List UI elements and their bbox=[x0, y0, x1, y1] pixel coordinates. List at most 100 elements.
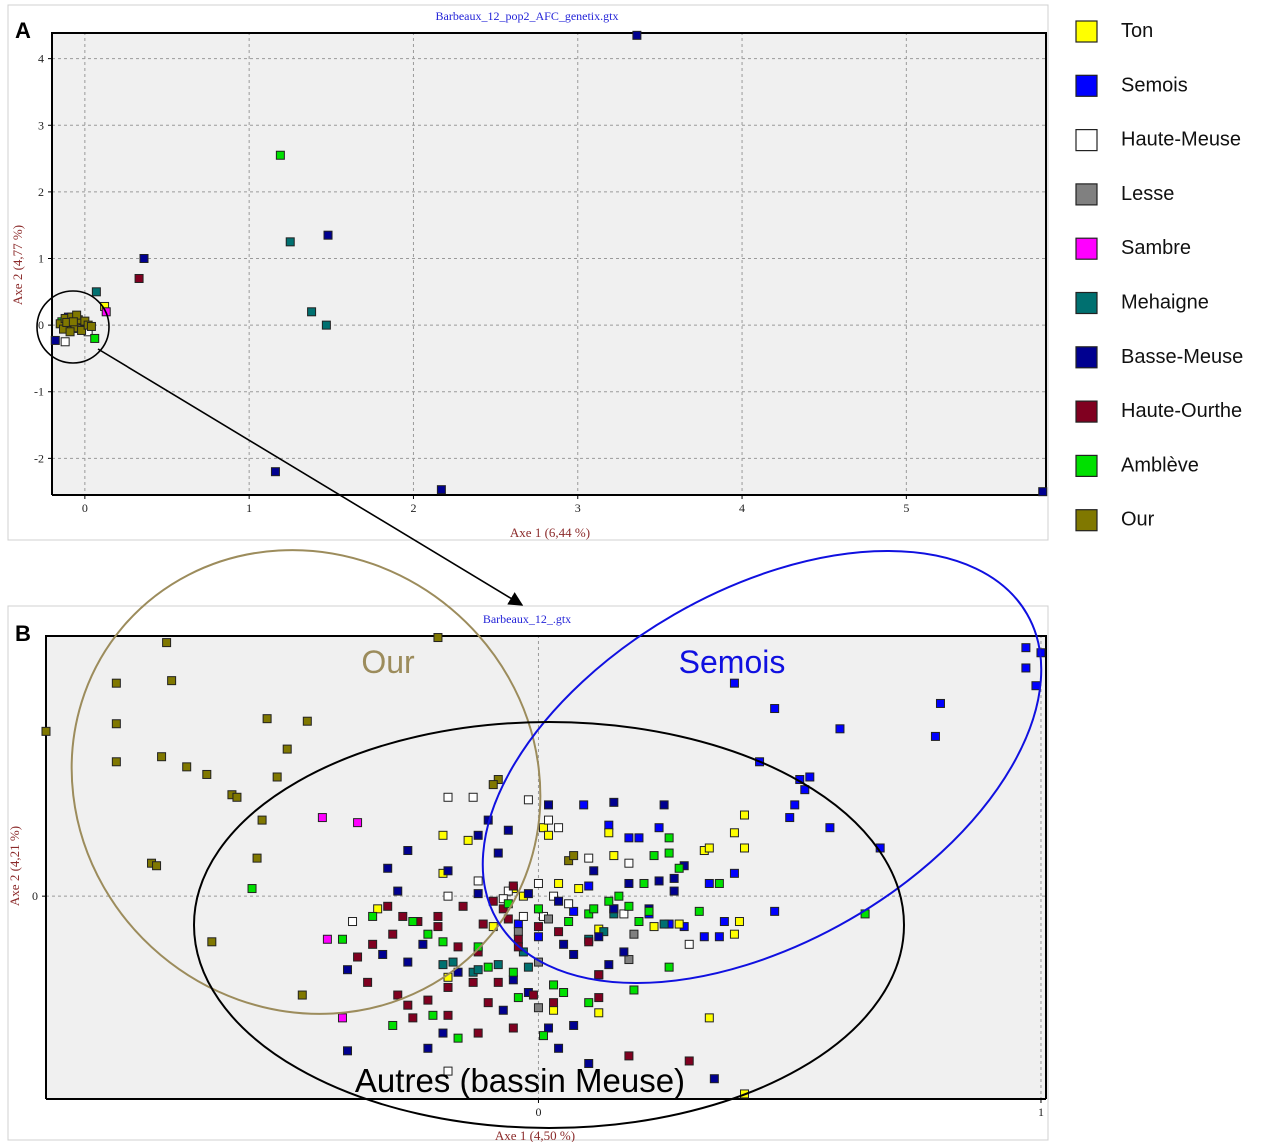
legend-label-our: Our bbox=[1121, 509, 1155, 531]
panel-b-point-ambl-ve bbox=[423, 929, 433, 939]
panel-b-point-semois bbox=[835, 724, 845, 734]
panel-b-point-semois bbox=[654, 823, 664, 833]
autres-group-label: Autres (bassin Meuse) bbox=[355, 1062, 685, 1099]
panel-b-point-ambl-ve bbox=[634, 917, 644, 927]
panel-b-point-haute-meuse bbox=[624, 858, 634, 868]
panel-b-letter: B bbox=[15, 621, 31, 646]
legend-swatch-ambl-ve bbox=[1075, 454, 1098, 477]
panel-b-point-ton bbox=[739, 843, 749, 853]
panel-b-title: Barbeaux_12_.gtx bbox=[483, 612, 571, 626]
legend-swatch-haute-meuse bbox=[1075, 129, 1098, 152]
panel-b-point-haute-ourthe bbox=[443, 1010, 453, 1020]
panel-b-point-basse-meuse bbox=[523, 889, 533, 899]
panel-b-point-mehaigne bbox=[438, 960, 448, 970]
panel-b-point-ambl-ve bbox=[559, 988, 569, 998]
panel-b-point-basse-meuse bbox=[343, 1046, 353, 1056]
panel-b-point-ambl-ve bbox=[428, 1010, 438, 1020]
panel-b-y-tick-label: 0 bbox=[32, 889, 38, 903]
panel-a-letter: A bbox=[15, 18, 31, 43]
legend-label-haute-ourthe: Haute-Ourthe bbox=[1121, 400, 1242, 422]
panel-b-point-haute-ourthe bbox=[453, 942, 463, 952]
panel-b-point-our bbox=[252, 853, 262, 863]
panel-b-point-our bbox=[162, 638, 172, 648]
panel-b-point-ton bbox=[604, 828, 614, 838]
panel-b-point-basse-meuse bbox=[393, 886, 403, 896]
panel-b-point-our bbox=[282, 744, 292, 754]
panel-b-point-basse-meuse bbox=[604, 960, 614, 970]
panel-b-point-semois bbox=[935, 698, 945, 708]
panel-b-point-our bbox=[564, 856, 574, 866]
panel-a-point-haute-ourthe bbox=[134, 273, 144, 283]
panel-b-point-basse-meuse bbox=[654, 876, 664, 886]
panel-b-point-ambl-ve bbox=[473, 942, 483, 952]
panel-b-point-semois bbox=[800, 785, 810, 795]
panel-b-point-haute-meuse bbox=[554, 823, 564, 833]
panel-b-point-basse-meuse bbox=[473, 830, 483, 840]
panel-a-point-haute-meuse bbox=[60, 337, 70, 347]
panel-b-point-haute-ourthe bbox=[458, 901, 468, 911]
panel-b-point-semois bbox=[1031, 681, 1041, 691]
panel-b-point-ambl-ve bbox=[438, 937, 448, 947]
panel-b-point-our bbox=[111, 678, 121, 688]
panel-b-point-ambl-ve bbox=[538, 1031, 548, 1041]
panel-b-point-haute-meuse bbox=[619, 909, 629, 919]
panel-b-point-lesse bbox=[544, 914, 554, 924]
panel-b-point-semois bbox=[579, 800, 589, 810]
panel-a-point-our bbox=[65, 327, 75, 337]
panel-b-point-haute-ourthe bbox=[493, 977, 503, 987]
panel-b-point-haute-ourthe bbox=[483, 998, 493, 1008]
panel-b-point-our bbox=[202, 769, 212, 779]
panel-b-point-ambl-ve bbox=[453, 1033, 463, 1043]
panel-b-point-ambl-ve bbox=[408, 917, 418, 927]
panel-b-point-ambl-ve bbox=[584, 909, 594, 919]
panel-b-point-ambl-ve bbox=[513, 993, 523, 1003]
panel-b-point-ambl-ve bbox=[337, 934, 347, 944]
panel-b-point-basse-meuse bbox=[624, 878, 634, 888]
panel-b-point-haute-meuse bbox=[443, 891, 453, 901]
panel-b-point-ambl-ve bbox=[694, 906, 704, 916]
panel-b-point-ton bbox=[649, 922, 659, 932]
legend-label-ambl-ve: Amblève bbox=[1121, 454, 1199, 476]
panel-a-point-our bbox=[68, 317, 78, 327]
panel-b: 0 1 0 Barbeaux_12_.gtx Axe 1 (4,50 %) Axe … bbox=[7, 549, 1049, 1142]
panel-b-points bbox=[41, 633, 1046, 1099]
panel-b-point-our bbox=[41, 726, 51, 736]
panel-b-point-mehaigne bbox=[518, 947, 528, 957]
panel-b-point-basse-meuse bbox=[589, 866, 599, 876]
panel-b-point-our bbox=[232, 792, 242, 802]
panel-b-point-sambre bbox=[337, 1013, 347, 1023]
legend-label-ton: Ton bbox=[1121, 20, 1153, 42]
panel-b-point-haute-ourthe bbox=[408, 1013, 418, 1023]
panel-b-point-our bbox=[157, 752, 167, 762]
panel-b-point-ambl-ve bbox=[714, 878, 724, 888]
panel-b-point-haute-ourthe bbox=[594, 993, 604, 1003]
legend-label-semois: Semois bbox=[1121, 74, 1188, 96]
panel-a-y-tick-label: 1 bbox=[38, 252, 44, 266]
panel-b-point-our bbox=[167, 676, 177, 686]
panel-b-point-sambre bbox=[317, 813, 327, 823]
panel-b-point-semois bbox=[584, 881, 594, 891]
legend-swatch-lesse bbox=[1075, 183, 1098, 206]
panel-b-point-ambl-ve bbox=[664, 833, 674, 843]
panel-b-point-our bbox=[488, 780, 498, 790]
panel-b-point-ambl-ve bbox=[533, 904, 543, 914]
legend-label-mehaigne: Mehaigne bbox=[1121, 292, 1209, 314]
panel-b-point-haute-meuse bbox=[443, 1066, 453, 1076]
panel-b-point-ton bbox=[574, 884, 584, 894]
panel-b-xlabel: Axe 1 (4,50 %) bbox=[495, 1128, 575, 1142]
panel-b-point-basse-meuse bbox=[403, 846, 413, 856]
panel-b-point-basse-meuse bbox=[554, 896, 564, 906]
panel-b-point-ton bbox=[729, 929, 739, 939]
panel-b-point-ambl-ve bbox=[483, 962, 493, 972]
panel-a-point-mehaigne bbox=[307, 307, 317, 317]
panel-b-point-lesse bbox=[533, 1003, 543, 1013]
panel-b-point-basse-meuse bbox=[669, 886, 679, 896]
panel-b-point-semois bbox=[634, 833, 644, 843]
panel-b-point-ton bbox=[549, 1005, 559, 1015]
panel-b-point-basse-meuse bbox=[569, 949, 579, 959]
panel-b-point-ambl-ve bbox=[549, 980, 559, 990]
panel-b-point-basse-meuse bbox=[584, 1059, 594, 1069]
panel-b-point-semois bbox=[770, 704, 780, 714]
panel-b-point-basse-meuse bbox=[544, 800, 554, 810]
